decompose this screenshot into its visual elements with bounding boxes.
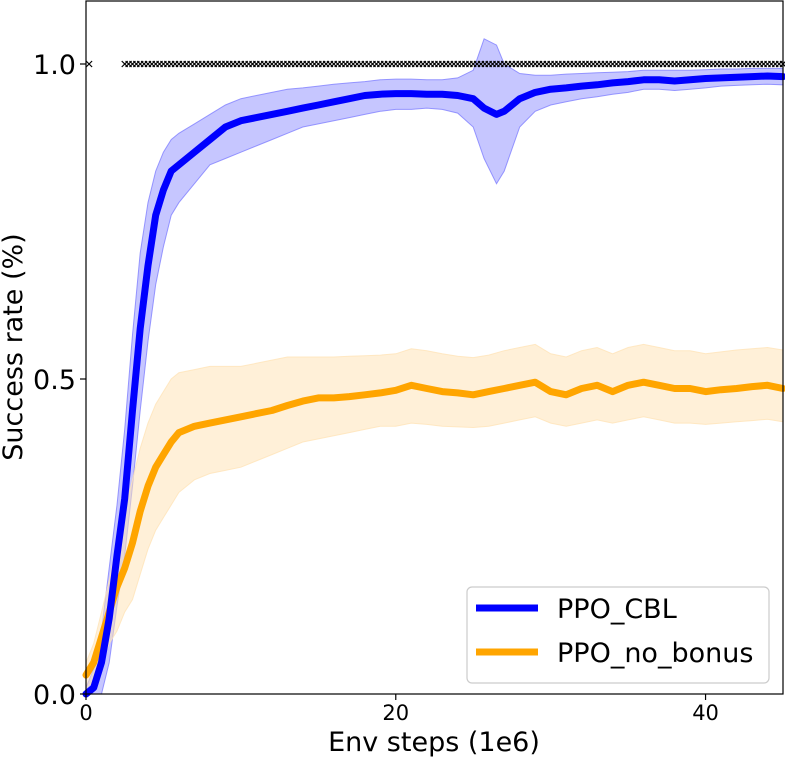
legend-box [466, 586, 770, 684]
x-tick-label: 20 [382, 701, 409, 725]
x-tick-label: 40 [692, 701, 719, 725]
legend-label-ppo-cbl: PPO_CBL [557, 594, 677, 625]
x-tick-label: 0 [79, 701, 92, 725]
plot-frame [85, 0, 784, 695]
line-ppo-cbl [82, 72, 785, 698]
y-axis-ticks: 0.0 0.5 1.0 [33, 50, 86, 711]
reference-marker [85, 60, 93, 68]
x-axis-ticks: 0 20 40 [79, 694, 719, 725]
y-tick-label: 0.5 [33, 365, 76, 396]
series-lines [82, 72, 785, 698]
y-tick-label: 1.0 [33, 50, 76, 81]
line-ppo-no-bonus [82, 378, 785, 679]
reference-markers [85, 60, 785, 68]
legend-label-ppo-no-bonus: PPO_no_bonus [557, 638, 753, 669]
y-tick-label: 0.0 [33, 680, 76, 711]
x-axis-title: Env steps (1e6) [328, 727, 540, 757]
y-axis-title: Success rate (%) [0, 233, 29, 460]
legend: PPO_CBL PPO_no_bonus [466, 586, 770, 684]
